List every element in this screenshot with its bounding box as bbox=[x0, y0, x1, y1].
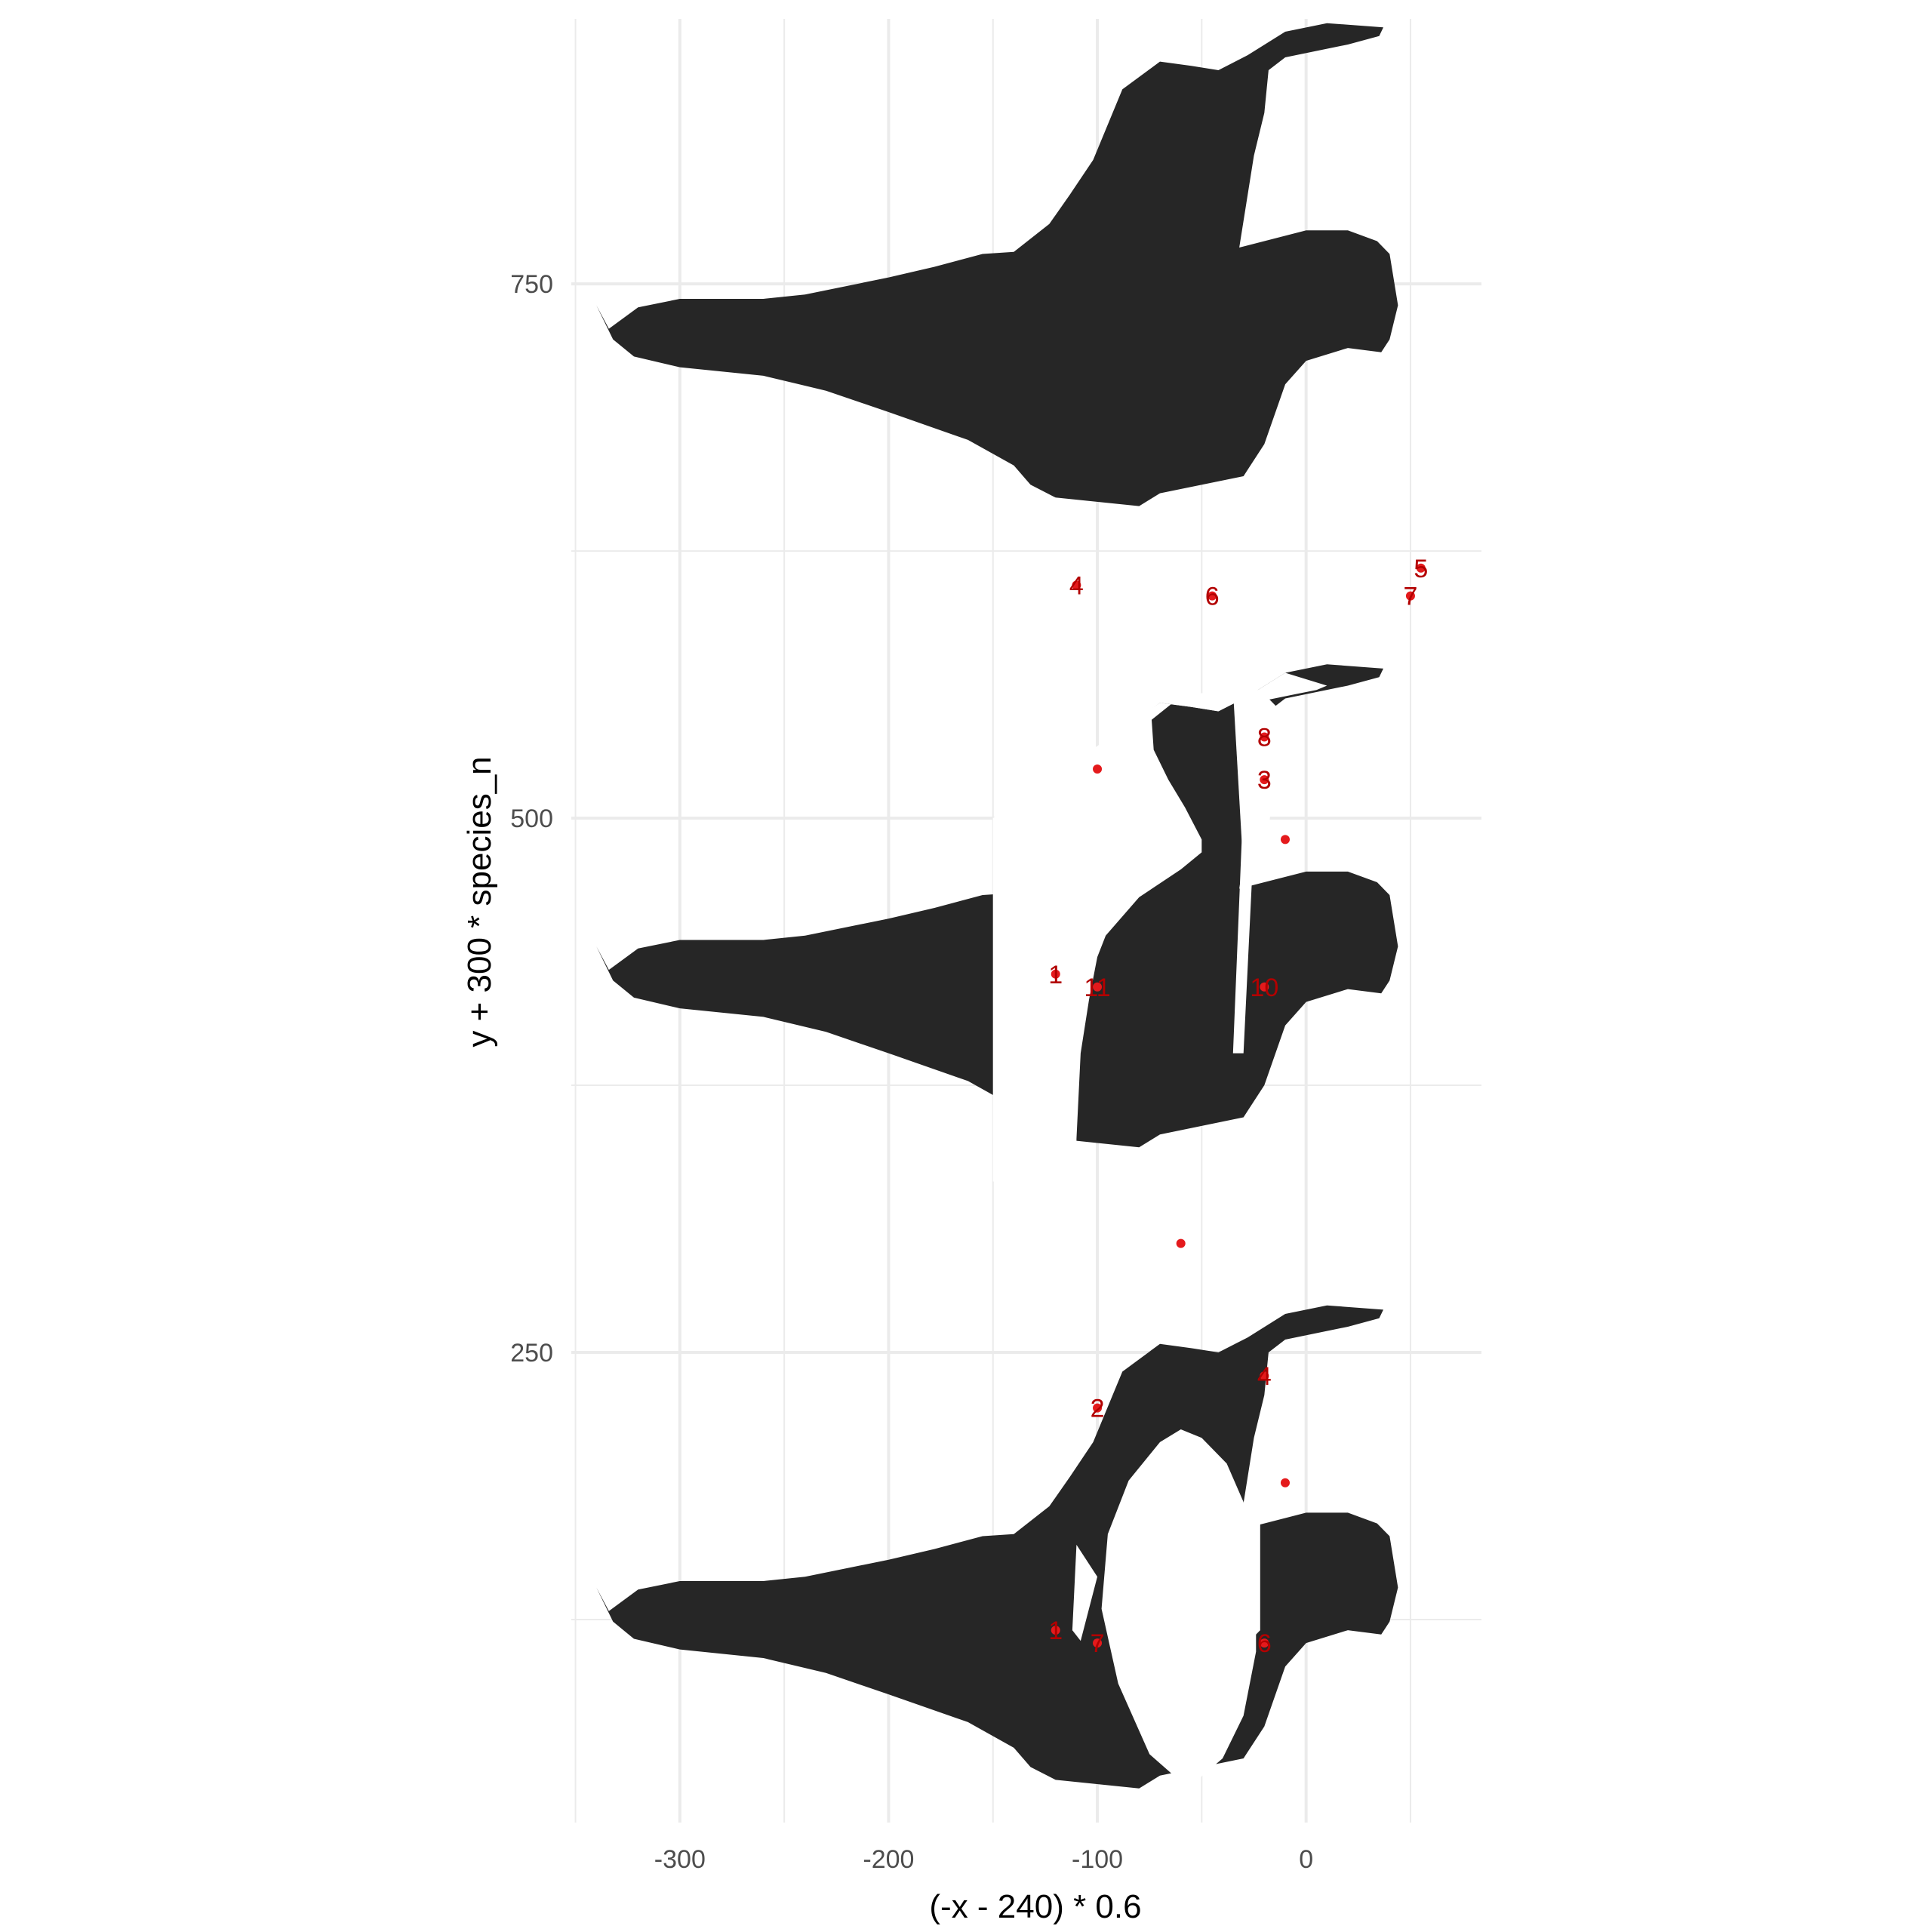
point-label: 11 bbox=[1084, 974, 1110, 1002]
point-label: 3 bbox=[1257, 766, 1272, 795]
penguin-silhouette bbox=[596, 1305, 1398, 1789]
data-point bbox=[1260, 1371, 1269, 1381]
point-label: 10 bbox=[1250, 974, 1278, 1002]
data-point bbox=[1280, 835, 1290, 844]
data-point bbox=[1405, 591, 1415, 601]
point-label: 2 bbox=[1091, 1395, 1105, 1423]
data-point bbox=[1260, 775, 1269, 785]
x-axis-ticks: -300 -200 -100 0 bbox=[654, 1845, 1313, 1874]
data-point bbox=[1093, 764, 1103, 774]
x-tick-label: 0 bbox=[1299, 1845, 1313, 1874]
y-axis-title: y + 300 * species_n bbox=[461, 756, 498, 1047]
point-label: 1 bbox=[1048, 1617, 1063, 1645]
y-tick-label: 250 bbox=[510, 1339, 553, 1367]
penguin-gap bbox=[1072, 1544, 1097, 1641]
data-point bbox=[1176, 1238, 1186, 1248]
data-point bbox=[1051, 1626, 1060, 1635]
data-point bbox=[1260, 982, 1269, 992]
point-label: 6 bbox=[1205, 583, 1220, 611]
point-label: 4 bbox=[1069, 571, 1084, 600]
data-point bbox=[1260, 732, 1269, 742]
point-label: 8 bbox=[1257, 723, 1272, 752]
y-tick-label: 500 bbox=[510, 804, 553, 833]
penguin-silhouettes bbox=[596, 23, 1398, 1789]
data-point bbox=[1093, 982, 1103, 992]
penguin-belly bbox=[992, 672, 1327, 1182]
data-point bbox=[1051, 969, 1060, 979]
point-label: 6 bbox=[1257, 1629, 1272, 1658]
data-point bbox=[1416, 563, 1426, 573]
x-tick-label: -300 bbox=[654, 1845, 706, 1874]
data-point bbox=[1072, 580, 1081, 590]
data-point bbox=[1280, 1478, 1290, 1487]
point-label: 1 bbox=[1048, 961, 1063, 989]
data-point bbox=[1093, 1403, 1103, 1413]
data-point bbox=[1208, 591, 1217, 601]
x-tick-label: -200 bbox=[863, 1845, 914, 1874]
penguin-belly bbox=[1101, 1429, 1257, 1780]
point-label: 5 bbox=[1414, 555, 1428, 583]
penguin-gap bbox=[1239, 1523, 1260, 1652]
point-label: 7 bbox=[1403, 583, 1417, 611]
y-axis-ticks: 250 500 750 bbox=[510, 270, 553, 1367]
point-label: 7 bbox=[1091, 1629, 1105, 1658]
x-axis-title: (-x - 240) * 0.6 bbox=[929, 1888, 1141, 1925]
data-point bbox=[1093, 1638, 1103, 1648]
point-label: 4 bbox=[1257, 1362, 1272, 1391]
x-tick-label: -100 bbox=[1072, 1845, 1123, 1874]
data-point bbox=[1260, 1638, 1269, 1648]
penguin-silhouette bbox=[596, 23, 1398, 506]
penguin-gap bbox=[1232, 783, 1269, 1054]
y-tick-label: 750 bbox=[510, 270, 553, 299]
